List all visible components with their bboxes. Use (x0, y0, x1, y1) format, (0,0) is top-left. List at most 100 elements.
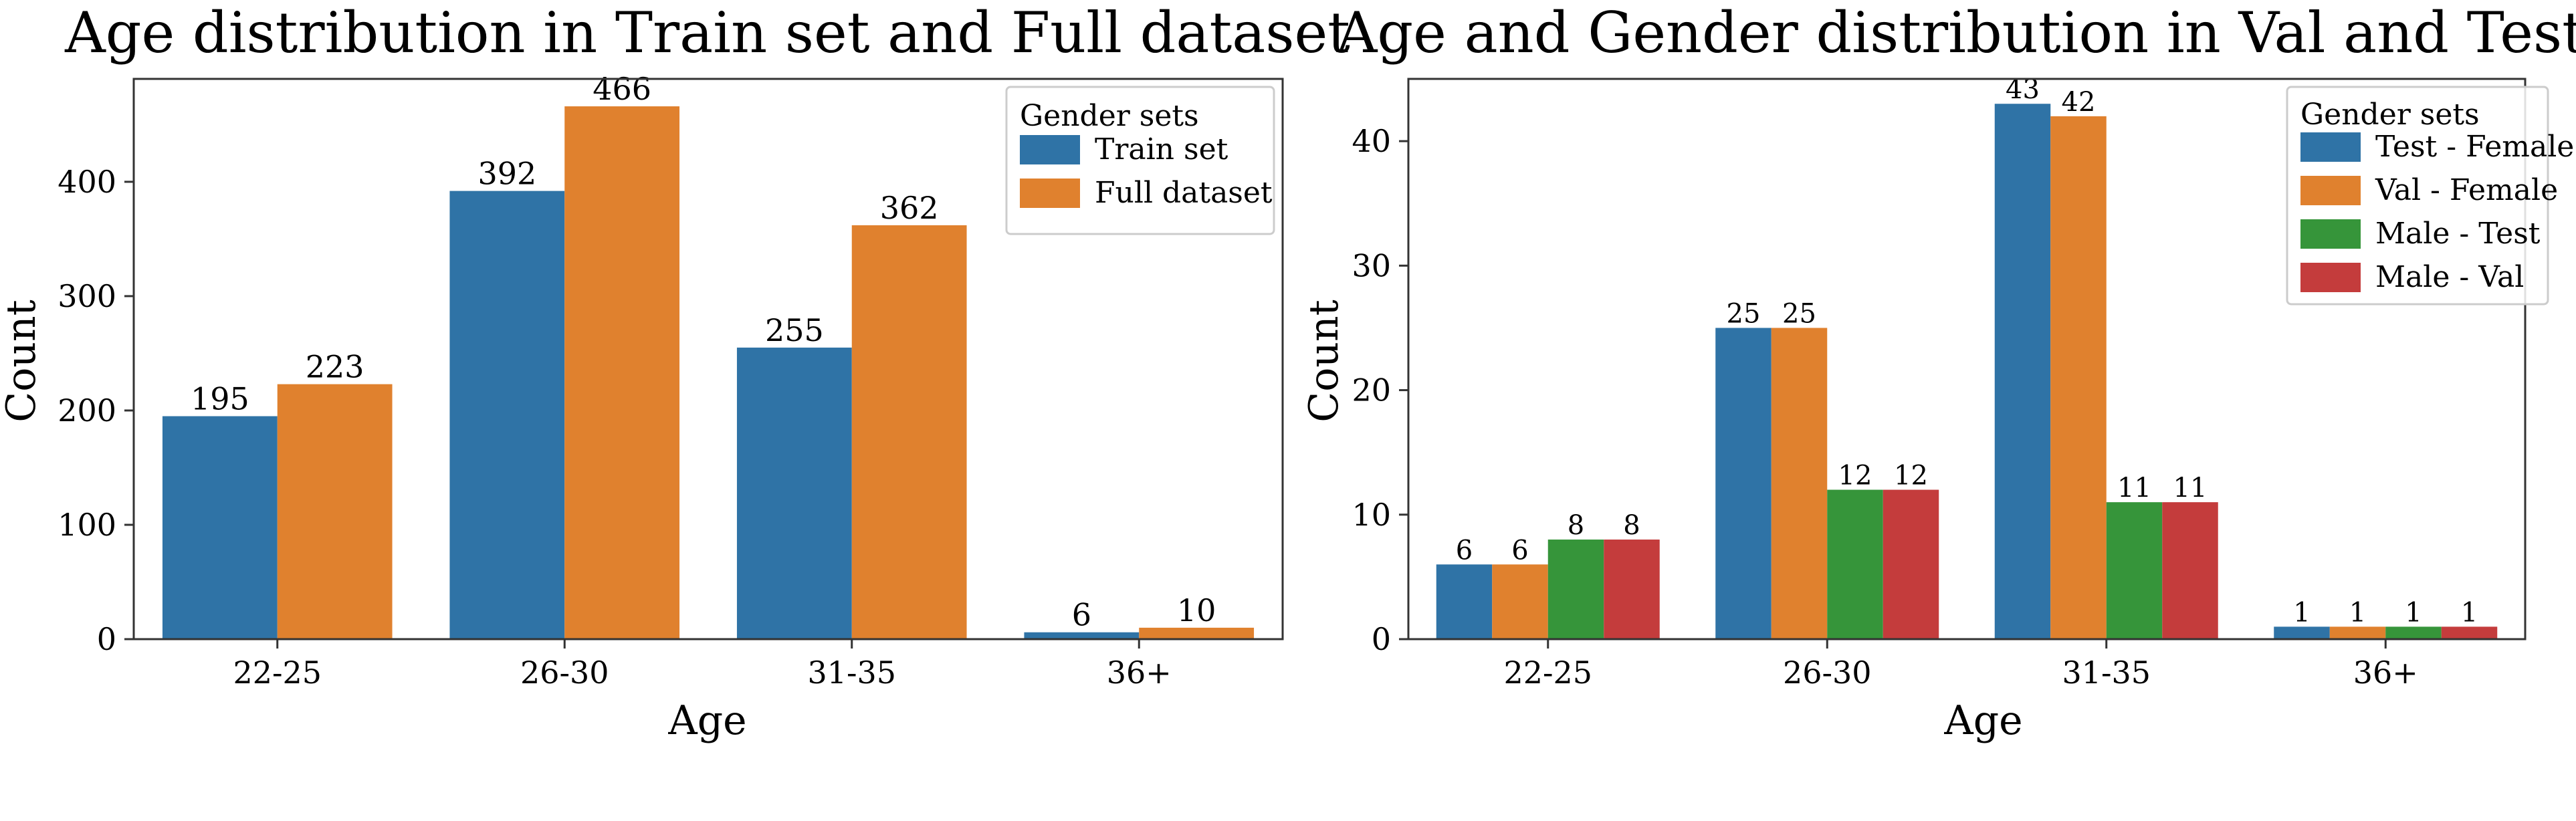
bar (736, 347, 852, 639)
y-tick-label: 300 (58, 278, 116, 314)
x-tick-label: 36+ (2353, 655, 2418, 691)
legend-swatch (2300, 263, 2361, 292)
x-ticks: 22-25 26-30 31-35 36+ (1503, 639, 2418, 691)
bar (1492, 564, 1548, 639)
bar (1604, 540, 1660, 639)
data-label: 10 (1177, 592, 1216, 628)
data-label: 42 (2062, 87, 2096, 118)
bar (1715, 328, 1772, 639)
data-label: 1 (2293, 597, 2310, 628)
y-tick-label: 400 (58, 164, 116, 200)
legend: Gender sets Test - Female Val - Female Mal… (2286, 86, 2574, 306)
bar (1771, 328, 1828, 639)
data-label: 25 (1727, 298, 1761, 329)
data-label: 25 (1782, 298, 1816, 329)
bar (2441, 626, 2498, 639)
bar (1024, 632, 1140, 639)
data-label: 392 (477, 156, 536, 192)
legend-label: Full dataset (1095, 176, 1273, 210)
bar (851, 225, 967, 639)
y-tick-label: 40 (1352, 123, 1391, 159)
legend-label: Male - Val (2375, 260, 2524, 294)
chart-age-train-full: Age distribution in Train set and Full d… (0, 0, 1350, 744)
legend-label: Val - Female (2375, 173, 2558, 207)
y-tick-label: 0 (1372, 621, 1391, 657)
bar (1547, 540, 1604, 639)
data-label: 255 (765, 312, 824, 348)
data-label: 8 (1623, 510, 1640, 541)
data-label: 1 (2405, 597, 2422, 628)
bar (1994, 104, 2051, 639)
legend-label: Test - Female (2375, 130, 2574, 164)
bar (564, 106, 680, 639)
x-tick-label: 31-35 (2062, 655, 2151, 691)
data-label: 12 (1838, 461, 1872, 491)
x-tick-label: 22-25 (1503, 655, 1592, 691)
legend-swatch (1020, 179, 1080, 208)
plot-frame (1407, 78, 2527, 640)
data-label: 1 (2349, 597, 2366, 628)
data-label: 466 (593, 71, 651, 107)
legend-title: Gender sets (1020, 99, 1199, 133)
y-tick-label: 30 (1352, 247, 1391, 283)
legend-title: Gender sets (2300, 98, 2480, 132)
legend-label: Train set (1095, 132, 1228, 166)
y-axis-label: Count (0, 300, 45, 422)
x-tick-label: 36+ (1107, 655, 1172, 691)
y-tick-label: 20 (1352, 372, 1391, 408)
chart-age-gender-val-test: Age and Gender distribution in Val and T… (1301, 0, 2576, 744)
legend-items: Train set Full dataset (1020, 132, 1273, 210)
data-label: 6 (1072, 597, 1091, 633)
x-tick-label: 31-35 (807, 655, 896, 691)
bar (162, 416, 278, 639)
legend-swatch (2300, 176, 2361, 205)
legend-swatch (2300, 132, 2361, 162)
x-axis-label: Age (1943, 697, 2022, 744)
bar (2274, 626, 2330, 639)
data-label: 6 (1456, 535, 1473, 566)
data-label: 362 (880, 190, 939, 226)
bar (1436, 564, 1493, 639)
y-tick-label: 100 (58, 507, 116, 543)
bar (2329, 626, 2386, 639)
data-label: 11 (2173, 473, 2208, 503)
y-tick-label: 10 (1352, 497, 1391, 533)
bar (1827, 489, 1883, 639)
x-tick-label: 22-25 (233, 655, 322, 691)
x-tick-label: 26-30 (1783, 655, 1872, 691)
bar (1883, 489, 1939, 639)
legend-swatch (1020, 135, 1080, 164)
x-tick-label: 26-30 (520, 655, 609, 691)
data-label: 6 (1511, 535, 1528, 566)
data-label: 8 (1568, 510, 1584, 541)
legend-items: Test - Female Val - Female Male - Test Male… (2300, 130, 2574, 294)
data-labels: 195 223 392 466 255 362 6 10 (191, 71, 1216, 633)
bar (2050, 116, 2107, 639)
legend-label: Male - Test (2375, 217, 2541, 251)
y-ticks: 0 10 20 30 40 (1352, 123, 1408, 657)
y-ticks: 0 100 200 300 400 (58, 164, 134, 657)
x-axis-label: Age (667, 697, 746, 744)
chart-title: Age distribution in Train set and Full d… (64, 0, 1350, 66)
bar (277, 384, 393, 639)
data-label: 223 (306, 349, 364, 385)
bar (2162, 502, 2218, 639)
x-ticks: 22-25 26-30 31-35 36+ (233, 639, 1172, 691)
data-label: 1 (2461, 597, 2478, 628)
legend-swatch (2300, 219, 2361, 249)
bar (1139, 627, 1255, 639)
data-label: 11 (2117, 473, 2151, 503)
bars (162, 106, 1255, 640)
bar (2106, 502, 2163, 639)
bar (2385, 626, 2442, 639)
y-axis-label: Count (1301, 300, 1348, 422)
chart-title: Age and Gender distribution in Val and T… (1336, 0, 2576, 66)
plot-frame (132, 78, 1284, 640)
bar (449, 191, 565, 640)
data-label: 195 (191, 381, 249, 417)
y-tick-label: 200 (58, 392, 116, 429)
bars (1436, 104, 2498, 639)
legend: Gender sets Train set Full dataset (1005, 86, 1275, 235)
